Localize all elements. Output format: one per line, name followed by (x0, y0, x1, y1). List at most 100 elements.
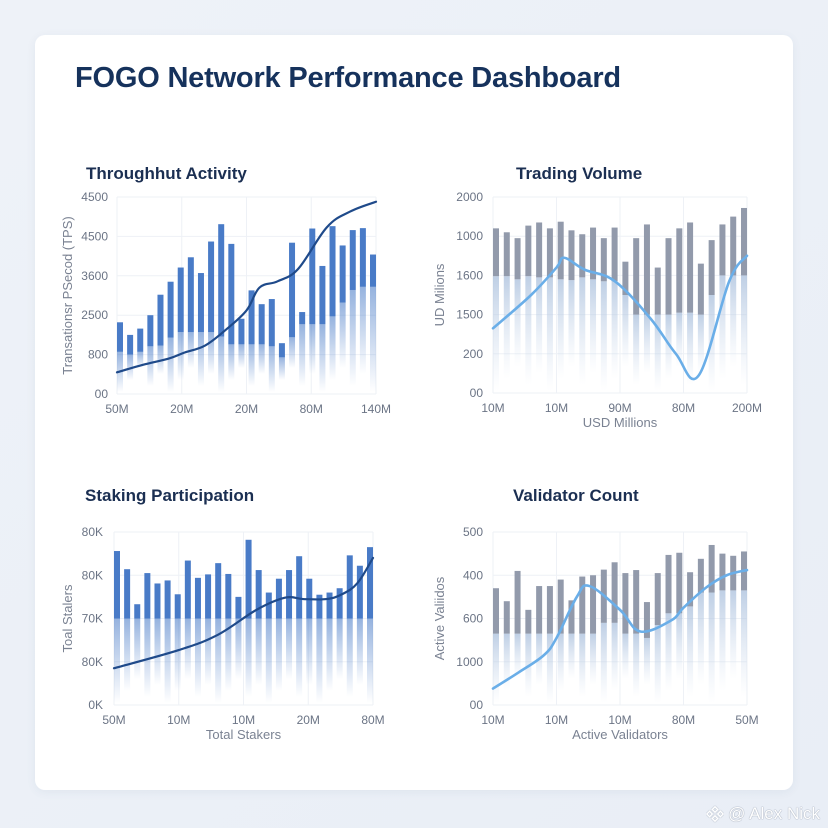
bar-reflection (665, 613, 672, 691)
bar (286, 570, 293, 619)
x-tick-label: 90M (608, 401, 631, 415)
bar (245, 539, 252, 619)
y-tick-label: 1500 (456, 308, 483, 322)
bar (493, 588, 499, 634)
y-tick-label: 0K (88, 698, 103, 712)
bar-reflection (286, 618, 293, 679)
bar-reflection (278, 357, 285, 380)
bar (708, 544, 715, 593)
bar-reflection (127, 354, 134, 380)
bar (697, 558, 704, 593)
bar (741, 207, 747, 276)
bar-reflection (309, 324, 316, 374)
x-tick-label: 10M (481, 713, 504, 727)
bar (536, 586, 543, 634)
bar-reflection (275, 618, 282, 691)
bar (346, 555, 353, 619)
bar-reflection (245, 618, 252, 697)
bar (144, 573, 151, 619)
bar (367, 547, 373, 619)
bar (579, 576, 586, 634)
trend-line (491, 568, 749, 690)
bar (248, 290, 255, 345)
bar (134, 604, 141, 619)
bar (643, 602, 650, 638)
y-tick-label: 400 (463, 568, 483, 582)
bar (147, 315, 154, 347)
chart-title-throughput: Throughhut Activity (86, 164, 247, 183)
bar-reflection (493, 276, 499, 391)
bar-reflection (218, 336, 225, 392)
bar (218, 224, 225, 337)
bar (643, 224, 650, 315)
x-tick-label: 20M (235, 402, 258, 416)
bar (197, 273, 204, 333)
page-title: FOGO Network Performance Dashboard (75, 62, 621, 94)
bar (137, 328, 144, 352)
bar (676, 228, 683, 313)
bar-reflection (134, 618, 141, 679)
bar-reflection (265, 618, 272, 703)
bar-reflection (622, 633, 629, 679)
bar-reflection (349, 289, 356, 386)
bar-reflection (665, 314, 672, 379)
bar-reflection (177, 332, 184, 380)
y-tick-label: 1600 (456, 268, 483, 282)
bar-reflection (289, 337, 296, 368)
bar (258, 304, 265, 345)
bar (611, 562, 618, 623)
x-axis-title: Total Stakers (206, 727, 282, 742)
bar (316, 594, 323, 619)
trend-line (115, 200, 378, 374)
bar-reflection (319, 324, 326, 392)
bar-reflection (356, 618, 363, 685)
bar (154, 583, 161, 619)
y-tick-label: 3600 (81, 269, 108, 283)
bar-reflection (255, 618, 262, 685)
bar-reflection (228, 344, 235, 380)
bar-reflection (557, 633, 564, 691)
bar (208, 241, 215, 333)
x-tick-label: 80M (361, 713, 384, 727)
bar (557, 579, 564, 634)
bar-reflection (741, 590, 747, 697)
x-tick-label: 50M (735, 713, 758, 727)
bar-reflection (730, 590, 737, 679)
bar-reflection (568, 280, 575, 367)
bar (525, 225, 532, 277)
bar (697, 263, 704, 315)
bar (514, 238, 521, 280)
bar-reflection (568, 633, 575, 679)
bar-reflection (359, 286, 366, 374)
x-tick-label: 10M (481, 401, 504, 415)
bar-reflection (147, 346, 154, 386)
bar-reflection (174, 618, 181, 691)
bar (268, 299, 275, 347)
bar-reflection (697, 314, 704, 373)
x-tick-label: 200M (732, 401, 762, 415)
bar (349, 230, 356, 290)
bar (356, 565, 363, 619)
bar-reflection (590, 633, 597, 685)
bar-reflection (225, 618, 232, 691)
bar (546, 228, 553, 278)
x-tick-label: 20M (170, 402, 193, 416)
bar-reflection (546, 277, 553, 391)
bar-reflection (268, 346, 275, 392)
bar (359, 228, 366, 287)
bar (238, 318, 245, 345)
bar-reflection (197, 332, 204, 386)
bar-reflection (205, 618, 212, 685)
bar (235, 596, 242, 619)
bar-reflection (167, 337, 174, 392)
bar-reflection (579, 277, 586, 385)
bar-reflection (730, 275, 737, 367)
bar (187, 257, 194, 333)
y-tick-label: 1000 (456, 655, 483, 669)
bar-reflection (503, 276, 510, 379)
bar-reflection (164, 618, 171, 703)
bar-reflection (208, 332, 215, 374)
bar (296, 556, 303, 619)
bar (194, 577, 201, 619)
bar (336, 588, 343, 619)
